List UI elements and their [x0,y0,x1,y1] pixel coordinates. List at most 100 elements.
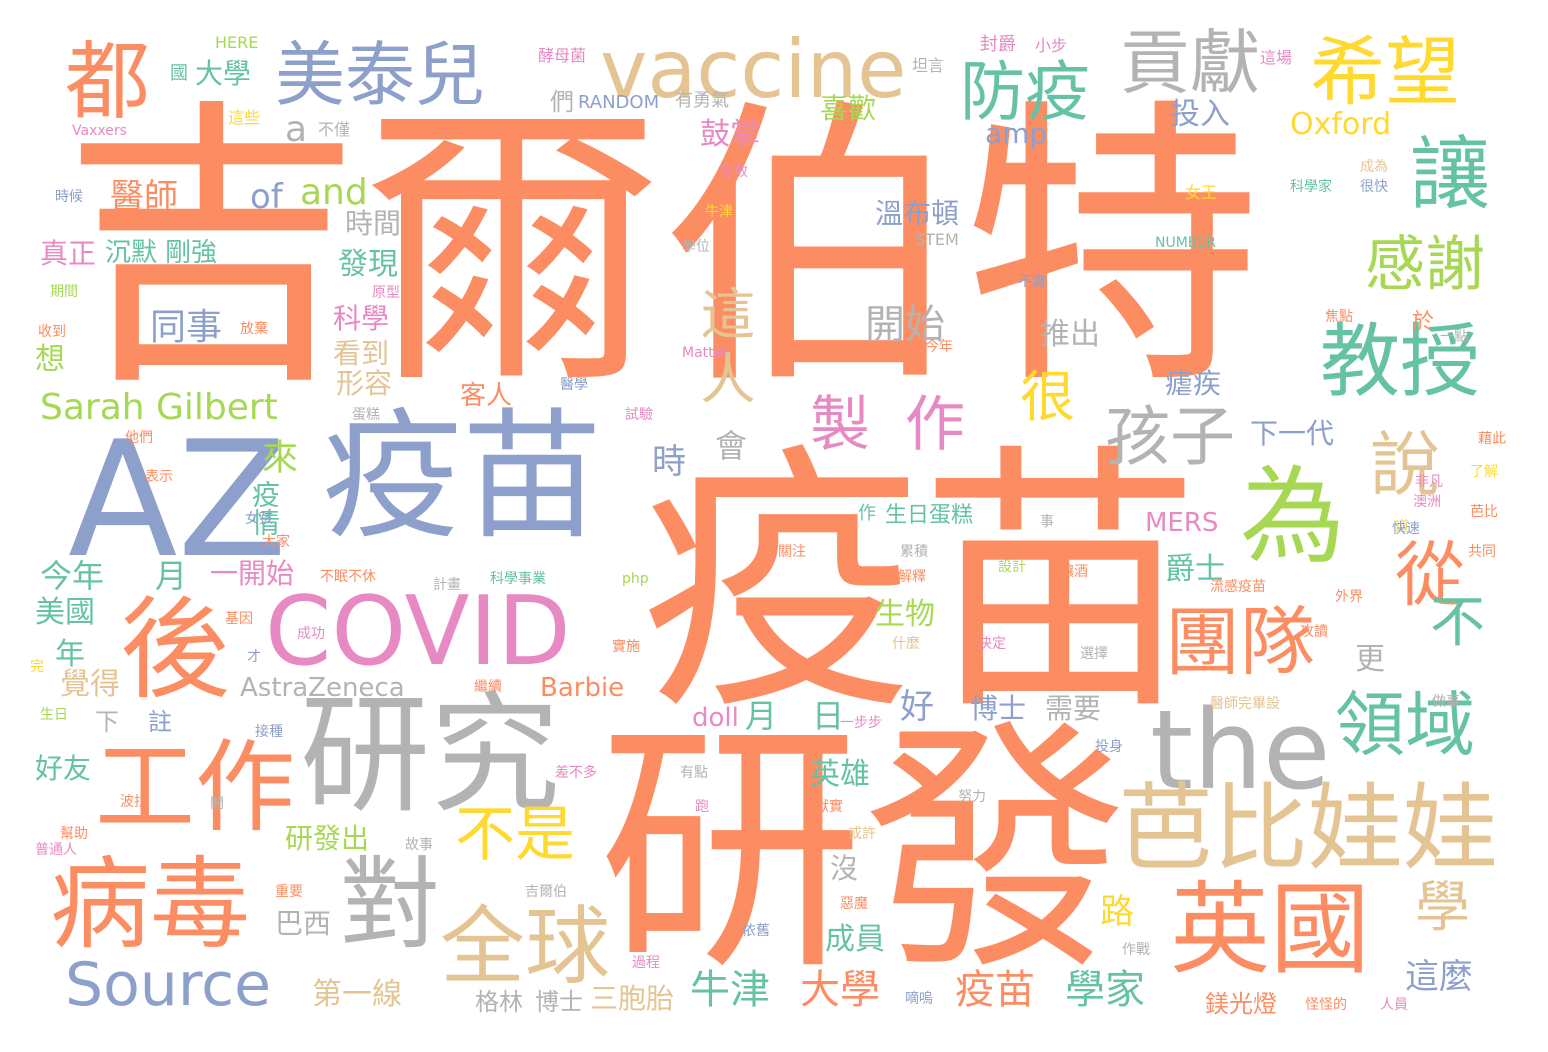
cloud-word: 三胞胎 [590,982,675,1015]
cloud-word: 投身 [1095,739,1123,755]
cloud-word: 孩子 [1105,400,1236,475]
cloud-word: 事 [1040,514,1054,530]
cloud-word: 爵士 [1165,552,1225,587]
cloud-word: 流感疫苗 [1210,579,1266,595]
cloud-word: 惡魔 [840,896,868,912]
cloud-word: 美泰兒 [275,34,485,116]
cloud-word: 作 [905,390,965,460]
cloud-word: 原型 [372,285,400,301]
cloud-word: 從 [1395,534,1465,616]
cloud-word: 貢獻 [1120,22,1260,104]
cloud-word: 吉爾伯特 [62,75,1262,424]
cloud-word: 為 [1240,456,1346,578]
cloud-word: 客人 [460,381,513,411]
cloud-word: 快速 [1392,521,1420,537]
cloud-word: a [285,109,308,150]
cloud-word: 發現 [338,247,398,282]
cloud-word: 作 [858,503,876,524]
cloud-word: 澳洲 [1413,494,1441,510]
cloud-word: 期間 [50,284,78,300]
cloud-word: 沉默 [105,238,158,268]
cloud-word: 才 [247,649,261,665]
cloud-word: Barbie [540,673,625,703]
cloud-word: 外界 [1335,589,1363,605]
cloud-word: 累積 [900,544,928,560]
cloud-word: 研究 [300,679,561,831]
cloud-word: 格林 [475,988,523,1016]
cloud-word: 道 [1395,519,1409,535]
cloud-word: 日 [812,697,845,735]
cloud-word: 釀酒 [1060,564,1088,580]
cloud-word: 計畫 [433,577,461,593]
cloud-word: 年 [55,637,85,672]
cloud-word: 來 [256,438,297,474]
cloud-word: 努力 [958,789,986,805]
cloud-word: Vaxxers [72,123,127,139]
cloud-word: 都 [65,33,151,132]
cloud-word: 他們 [125,430,153,446]
cloud-word: 剛強 [165,238,218,268]
cloud-word: STEM [915,230,959,249]
cloud-word: of [250,177,283,217]
cloud-word: 會 [715,427,748,465]
cloud-word: 共同 [1468,544,1496,560]
cloud-word: 幫助 [60,826,88,842]
cloud-word: 第一線 [312,977,402,1012]
cloud-word: 疫苗 [640,422,1200,748]
cloud-word: 波拉 [120,794,148,810]
cloud-word: 好 [900,687,934,727]
cloud-word: 大學 [195,57,252,90]
cloud-word: doll [692,703,739,733]
cloud-word: 跑 [695,799,709,815]
cloud-word: 投入 [1170,97,1230,132]
cloud-word: vaccine [600,23,907,116]
cloud-word: 英國 [1170,871,1370,988]
cloud-word: 生物 [875,597,935,632]
cloud-word: 需要 [1045,692,1102,725]
cloud-word: 這 [691,285,755,340]
cloud-word: 決定 [978,636,1006,652]
cloud-word: 了解 [1470,464,1498,480]
cloud-word: 做事 [1432,694,1460,710]
cloud-word: 教授 [1320,315,1480,408]
cloud-word: 芭比 [1470,504,1498,520]
cloud-word: AZ [68,406,288,593]
cloud-word: 科學事業 [490,571,546,587]
cloud-word: 很快 [1360,179,1388,195]
cloud-word: 蛋糕 [352,407,380,423]
cloud-word: 不僅 [318,120,351,139]
cloud-word: 看到 [333,337,390,370]
cloud-word: 生日 [40,707,68,723]
cloud-word: 註 [148,708,172,736]
cloud-word: 國 [170,63,188,84]
cloud-word: 同事 [150,307,223,348]
cloud-word: 放棄 [240,321,268,337]
cloud-word: Oxford [1290,107,1392,142]
cloud-word: 形容 [336,367,393,400]
cloud-word: Sarah Gilbert [40,387,278,428]
cloud-word: 藉此 [1478,431,1506,447]
cloud-word: 病毒 [50,846,250,963]
cloud-word: the [1150,686,1331,814]
cloud-word: 疫苗 [955,967,1035,1013]
cloud-word: 瘧疾 [1165,367,1222,400]
cloud-word: 讓 [1410,128,1490,221]
cloud-word: 今年 [925,339,953,355]
cloud-word: 月 [745,697,778,735]
cloud-word: 過程 [632,955,660,971]
cloud-word: 女王 [1185,183,1218,202]
cloud-word: 一開始 [210,557,295,590]
cloud-word: 這麼 [1405,957,1473,997]
cloud-word: 時間 [345,207,402,240]
cloud-word: 關注 [778,544,806,560]
cloud-word: COVID [265,577,571,687]
cloud-word: 有效 [720,164,748,180]
cloud-word: 推出 [1040,317,1100,352]
cloud-word: 芭比娃娃 [1118,774,1499,884]
cloud-word: 人員 [1380,997,1408,1013]
cloud-word: 坦言 [912,56,945,75]
cloud-word: php [622,571,649,587]
cloud-word: 小步 [1035,36,1068,55]
cloud-word: 大家 [262,534,290,550]
